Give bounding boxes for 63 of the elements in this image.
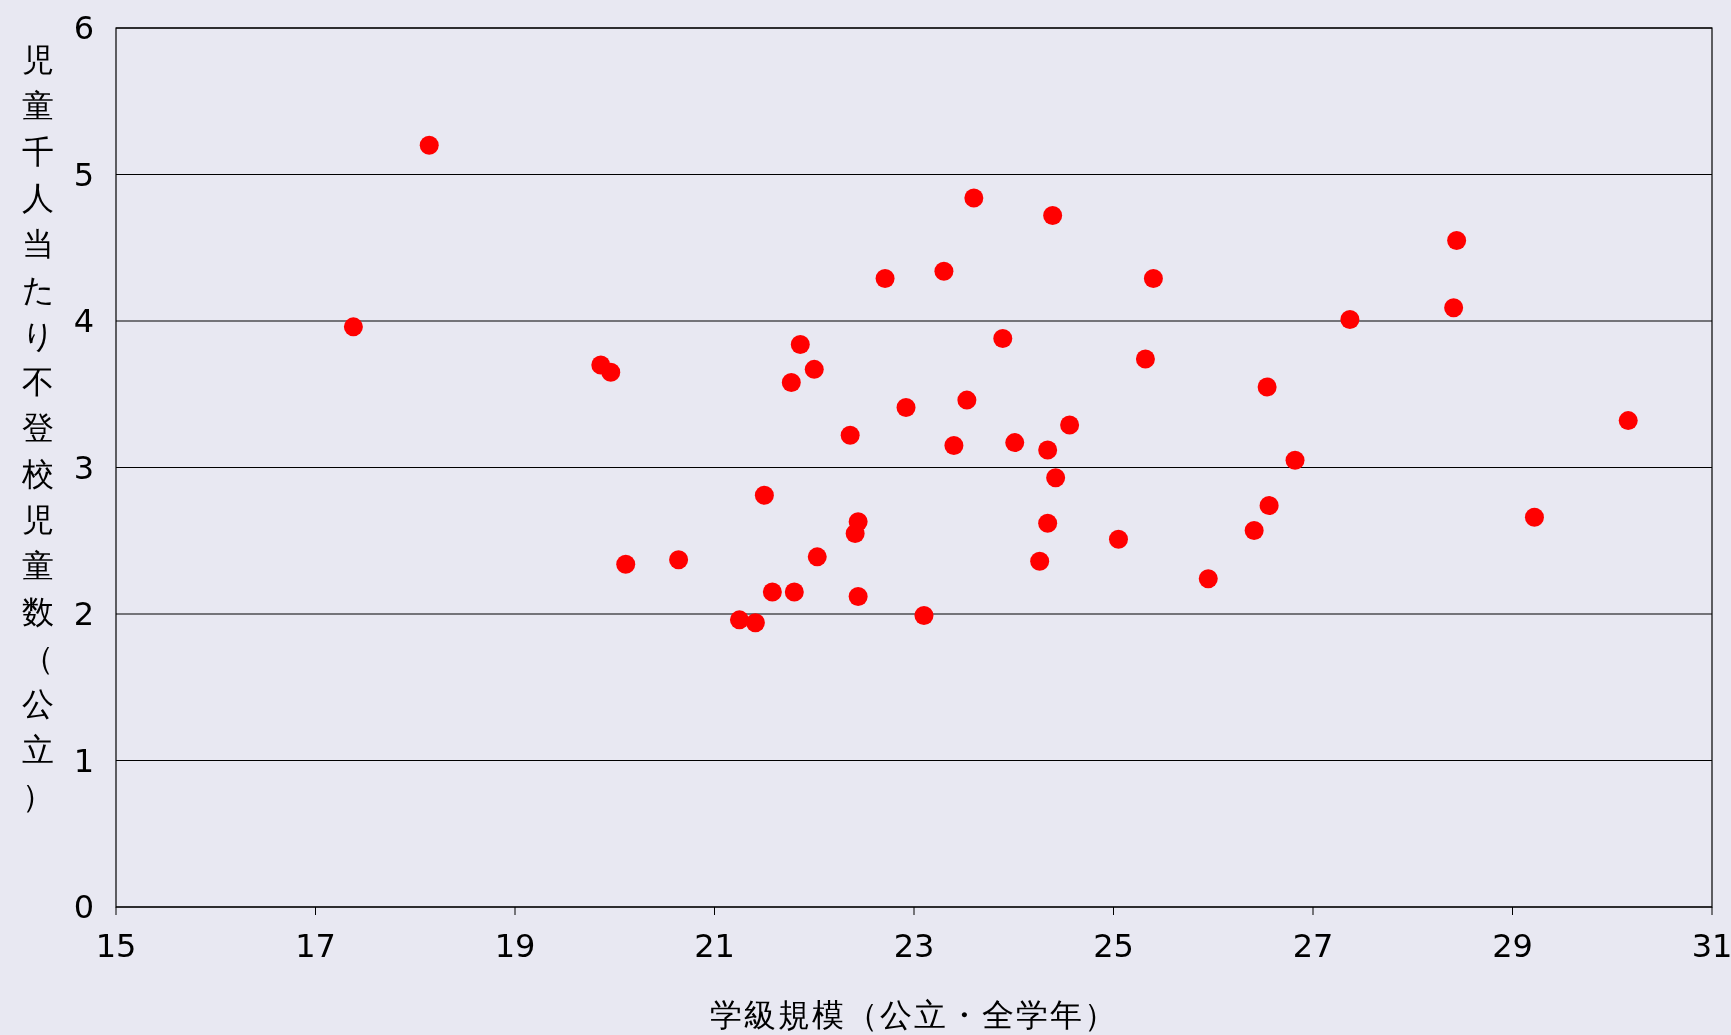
point [616,554,636,574]
point [804,359,824,379]
point [1043,206,1063,226]
x-tick-label: 25 [1093,927,1134,965]
point [1618,411,1638,431]
point [1340,310,1360,330]
point [781,373,801,393]
text: 児童千人当たり不登校児童数（公立） [21,40,55,815]
point [848,586,868,606]
point [1030,551,1050,571]
point [745,613,765,633]
point [1005,433,1025,453]
point [601,362,621,382]
point [1060,415,1080,435]
y-tick-label: 3 [73,448,94,487]
point [1038,440,1058,460]
point [1198,569,1218,589]
point [934,261,954,281]
x-tick-label: 17 [295,927,336,965]
x-axis-title: 学級規模（公立・全学年） [710,996,1118,1034]
point [1257,377,1277,397]
point [1447,230,1467,250]
point [754,485,774,505]
point [914,605,934,625]
x-tick-label: 23 [893,927,935,965]
point [729,610,749,630]
point [964,188,984,208]
point [1259,496,1279,516]
point [1108,529,1128,549]
point [762,582,782,602]
point [1046,468,1066,488]
point [993,329,1013,349]
x-tick-label: 21 [694,927,735,965]
point [1143,269,1163,289]
x-tick-label: 27 [1292,927,1334,965]
point [807,547,827,567]
point [1135,349,1155,369]
point [957,390,977,410]
point [896,397,916,417]
point [1444,298,1464,318]
point [944,436,964,456]
y-tick-label: 6 [73,9,94,47]
y-tick-label: 0 [73,888,94,926]
y-tick-label: 4 [73,302,94,340]
point [343,317,363,337]
point [848,512,868,532]
point [875,269,895,289]
y-tick-label: 1 [73,741,94,780]
x-tick-label: 19 [494,927,536,965]
x-tick-label: 15 [95,927,137,965]
point [1244,521,1264,540]
point [419,135,439,155]
point [790,334,810,354]
point [1285,450,1305,470]
point [784,582,804,602]
point [669,550,689,570]
x-tick-label: 29 [1492,927,1533,965]
y-tick-label: 2 [73,595,94,633]
point [1038,513,1058,533]
point [840,425,860,445]
point [1524,507,1544,527]
y-tick-label: 5 [73,155,94,194]
x-tick-label: 31 [1691,927,1731,965]
